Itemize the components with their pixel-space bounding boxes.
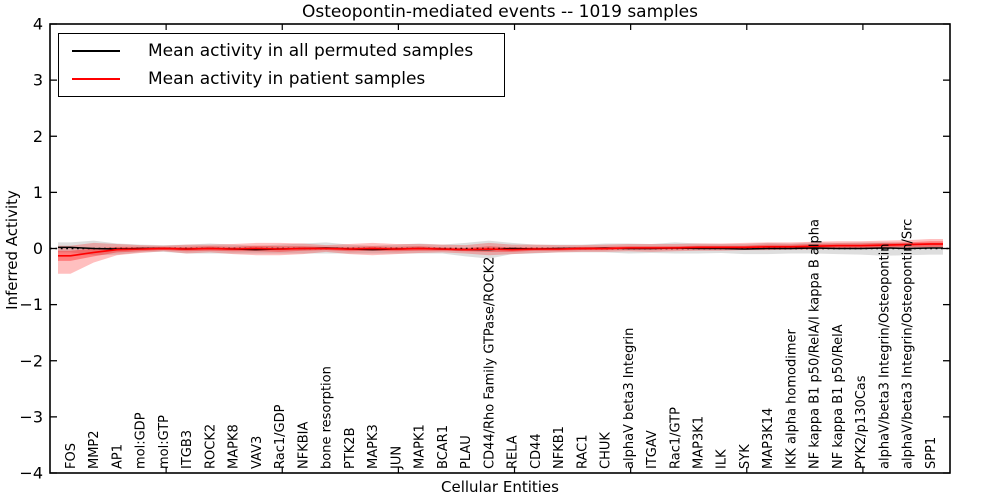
x-category-label: ITGB3	[180, 430, 195, 469]
legend: Mean activity in all permuted samples Me…	[58, 33, 505, 97]
x-category-label: alphaV/beta3 Integrin/Osteopontin/Src	[901, 219, 916, 469]
patient-sem-band	[58, 241, 943, 261]
x-category-label: VAV3	[250, 436, 265, 469]
x-category-label: ITGAV	[645, 430, 660, 469]
x-category-label: Rac1/GTP	[668, 407, 683, 469]
y-tick-label: −3	[19, 407, 43, 426]
x-category-label: mol:GDP	[134, 412, 149, 469]
y-tick-label: −4	[19, 464, 43, 483]
x-category-label: PLAU	[459, 435, 474, 469]
x-category-label: alphaV/beta3 Integrin/Osteopontin	[877, 244, 892, 469]
y-tick-label: −1	[19, 295, 43, 314]
y-tick-label: 2	[33, 127, 43, 146]
x-category-label: SYK	[738, 444, 753, 469]
x-category-label: PYK2/p130Cas	[854, 375, 869, 469]
legend-line-sample-red	[72, 78, 120, 80]
y-tick-label: 4	[33, 15, 43, 34]
x-category-label: MAP3K1	[691, 416, 706, 469]
x-category-label: NF kappa B1 p50/RelA	[831, 324, 846, 469]
x-category-label: Rac1/GDP	[273, 404, 288, 469]
x-category-label: alphaV beta3 Integrin	[622, 328, 637, 469]
legend-label: Mean activity in patient samples	[148, 69, 426, 89]
x-category-label: MAPK1	[413, 424, 428, 469]
x-category-label: CD44	[529, 433, 544, 469]
x-category-label: SPP1	[924, 437, 939, 469]
y-tick-label: 3	[33, 71, 43, 90]
patient-mean-line	[58, 243, 943, 257]
x-category-label: NFKBIA	[296, 422, 311, 469]
x-category-label: MAPK8	[227, 424, 242, 469]
x-category-label: mol:GTP	[157, 415, 172, 469]
x-category-label: IKK alpha homodimer	[784, 328, 799, 469]
legend-label: Mean activity in all permuted samples	[148, 41, 474, 61]
x-category-label: MMP2	[87, 430, 102, 469]
x-category-label: AP1	[110, 444, 125, 469]
x-category-label: BCAR1	[436, 425, 451, 469]
x-category-label: RAC1	[575, 434, 590, 469]
x-category-label: ROCK2	[203, 424, 218, 469]
x-category-label: CD44/Rho Family GTPase/ROCK2	[482, 257, 497, 469]
y-tick-label: 1	[33, 183, 43, 202]
x-category-label: RELA	[506, 435, 521, 469]
x-category-label: ILK	[715, 449, 730, 469]
y-tick-label: 0	[33, 239, 43, 258]
legend-item-permuted: Mean activity in all permuted samples	[59, 40, 504, 62]
x-category-label: FOS	[64, 443, 79, 469]
x-category-label: PTK2B	[343, 428, 358, 470]
x-category-label: CHUK	[599, 432, 614, 469]
x-category-label: MAPK3	[366, 424, 381, 469]
legend-item-patient: Mean activity in patient samples	[59, 68, 504, 90]
y-tick-label: −2	[19, 351, 43, 370]
x-category-label: NFKB1	[552, 426, 567, 469]
x-category-label: bone resorption	[320, 366, 335, 469]
x-category-label: NF kappa B1 p50/RelA/I kappa B alpha	[808, 219, 823, 469]
x-category-label: JUN	[389, 446, 404, 470]
x-axis-label: Cellular Entities	[441, 478, 559, 496]
chart-title: Osteopontin-mediated events -- 1019 samp…	[302, 2, 698, 22]
x-category-label: MAP3K14	[761, 408, 776, 469]
legend-line-sample-black	[72, 50, 120, 52]
